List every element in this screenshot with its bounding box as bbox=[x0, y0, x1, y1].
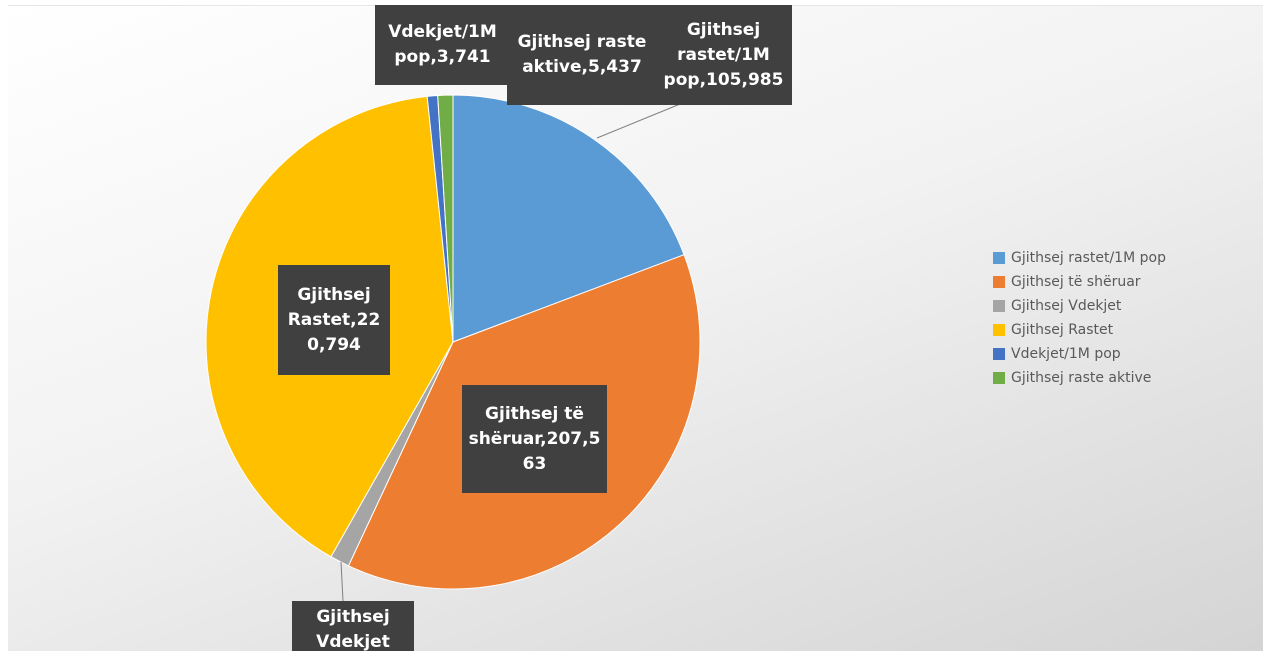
data-label: Gjithsej Rastet,220,794 bbox=[278, 265, 390, 375]
legend-swatch bbox=[993, 324, 1005, 336]
legend-swatch bbox=[993, 372, 1005, 384]
legend-swatch bbox=[993, 252, 1005, 264]
data-label: Gjithsej rastet/1M pop,105,985 bbox=[655, 5, 792, 105]
pie-slice bbox=[437, 94, 454, 343]
legend-label: Gjithsej rastet/1M pop bbox=[1011, 250, 1166, 266]
legend-entry: Gjithsej rastet/1M pop bbox=[993, 250, 1166, 266]
leader-line bbox=[596, 99, 691, 139]
legend-label: Gjithsej Vdekjet bbox=[1011, 298, 1122, 314]
legend-label: Gjithsej Rastet bbox=[1011, 322, 1114, 338]
legend-entry: Gjithsej raste aktive bbox=[993, 370, 1151, 386]
pie-slice bbox=[452, 94, 685, 343]
data-label: Vdekjet/1M pop,3,741 bbox=[375, 5, 510, 85]
legend-label: Gjithsej raste aktive bbox=[1011, 370, 1152, 386]
legend-entry: Vdekjet/1M pop bbox=[993, 346, 1121, 362]
data-label: Gjithsej Vdekjet bbox=[292, 601, 414, 651]
legend-entry: Gjithsej të shëruar bbox=[993, 274, 1141, 290]
data-label: Gjithsej raste aktive,5,437 bbox=[507, 5, 657, 105]
legend-label: Gjithsej të shëruar bbox=[1011, 274, 1141, 290]
legend-swatch bbox=[993, 276, 1005, 288]
leader-line bbox=[340, 561, 344, 602]
data-label: Gjithsej të shëruar,207,563 bbox=[462, 385, 607, 493]
legend-label: Vdekjet/1M pop bbox=[1011, 346, 1121, 362]
legend-entry: Gjithsej Vdekjet bbox=[993, 298, 1121, 314]
legend-swatch bbox=[993, 300, 1005, 312]
legend-swatch bbox=[993, 348, 1005, 360]
legend-entry: Gjithsej Rastet bbox=[993, 322, 1113, 338]
